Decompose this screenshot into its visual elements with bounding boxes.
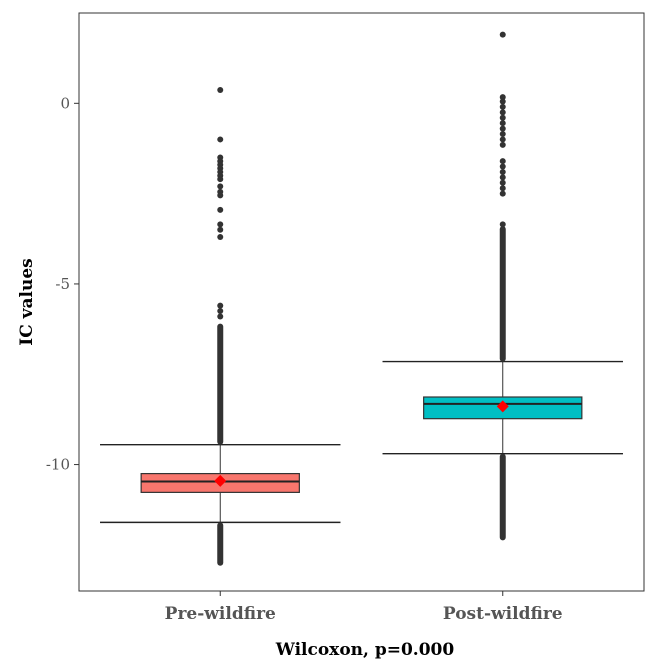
x-tick-label: Pre-wildfire	[165, 604, 276, 624]
outlier-point	[499, 163, 506, 170]
x-tick-label: Post-wildfire	[443, 604, 563, 624]
y-axis: 0 -5 -10	[46, 94, 79, 474]
outlier-point	[499, 136, 506, 143]
outlier-point	[499, 185, 506, 192]
outlier-point	[499, 158, 506, 165]
outlier-band-lower	[499, 453, 506, 541]
outlier-band-upper	[499, 226, 506, 362]
outlier-point	[499, 179, 506, 186]
outlier-point	[499, 31, 506, 38]
outlier-point	[217, 183, 224, 190]
outlier-point	[217, 302, 224, 309]
box-group	[382, 31, 623, 541]
outlier-point	[499, 109, 506, 116]
outlier-point	[499, 221, 506, 228]
outlier-point	[217, 308, 224, 315]
outlier-point	[499, 103, 506, 110]
outlier-point	[499, 114, 506, 121]
mean-marker	[496, 400, 509, 413]
outlier-point	[217, 233, 224, 240]
box-group	[100, 86, 341, 566]
outlier-point	[499, 131, 506, 138]
outlier-point	[499, 120, 506, 127]
outlier-point	[499, 94, 506, 101]
x-axis-title: Wilcoxon, p=0.000	[275, 640, 455, 660]
mean-marker	[214, 474, 227, 487]
plot-panel	[78, 12, 645, 592]
x-axis: Pre-wildfire Post-wildfire	[165, 591, 563, 624]
outlier-point	[217, 313, 224, 320]
outlier-point	[217, 221, 224, 228]
outlier-point	[499, 168, 506, 175]
outlier-band-upper	[217, 323, 224, 445]
y-axis-title: IC values	[17, 258, 37, 346]
y-tick-label: 0	[60, 94, 70, 112]
outlier-point	[217, 176, 224, 183]
outlier-band-lower	[217, 522, 224, 566]
y-tick-label: -5	[55, 275, 70, 293]
y-tick-label: -10	[46, 456, 70, 474]
outlier-point	[499, 141, 506, 148]
outlier-point	[217, 226, 224, 233]
outlier-point	[499, 190, 506, 197]
boxes-layer	[100, 31, 623, 566]
outlier-point	[217, 192, 224, 199]
outlier-point	[499, 174, 506, 181]
outlier-point	[217, 136, 224, 143]
outlier-point	[217, 206, 224, 213]
outlier-point	[499, 125, 506, 132]
outlier-point	[217, 86, 224, 93]
outlier-point	[499, 98, 506, 105]
